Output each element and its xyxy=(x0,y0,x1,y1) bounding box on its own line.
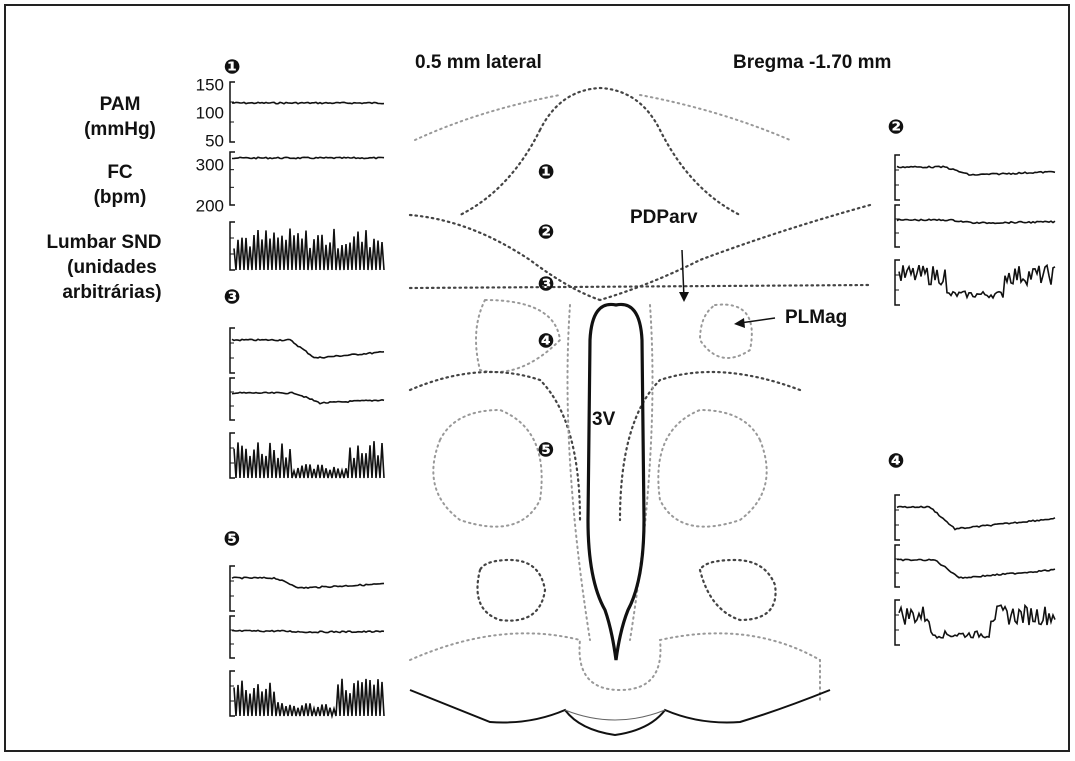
scale-bracket xyxy=(894,599,900,646)
tick-label: 150 xyxy=(196,75,224,94)
label: FC xyxy=(107,162,133,183)
panel-marker: ❺ xyxy=(224,527,241,551)
site-marker: ❷ xyxy=(538,220,555,244)
bregma-label: Bregma -1.70 mm xyxy=(733,52,891,73)
frame xyxy=(4,4,1070,752)
brain-section xyxy=(408,86,872,737)
trace xyxy=(896,558,1056,579)
site-marker: ❹ xyxy=(538,329,555,353)
scale-bracket xyxy=(229,432,235,479)
scale-bracket xyxy=(229,565,235,612)
trace xyxy=(231,629,385,634)
panel-marker: ❹ xyxy=(888,449,905,473)
scale-bracket xyxy=(229,615,235,659)
scale-bracket xyxy=(229,221,235,271)
scale-bracket xyxy=(894,494,900,541)
ventricle xyxy=(586,302,646,661)
trace xyxy=(231,576,385,589)
scale-bracket xyxy=(229,670,235,717)
label: (mmHg) xyxy=(84,119,156,140)
tick-label: 200 xyxy=(196,196,224,215)
label: PAM xyxy=(100,94,141,115)
panel-marker: ❷ xyxy=(888,115,905,139)
trace xyxy=(233,228,385,271)
tick-labels: 150 100 50 300 200 xyxy=(196,75,224,215)
scale-bracket xyxy=(229,151,235,206)
trace xyxy=(231,156,385,160)
scale-bracket xyxy=(894,544,900,588)
tick-label: 50 xyxy=(205,131,224,150)
left-labels: PAM (mmHg) FC (bpm) Lumbar SND (unidades… xyxy=(46,94,161,303)
label: (unidades xyxy=(67,257,157,278)
site-marker: ❶ xyxy=(538,160,555,184)
trace xyxy=(896,165,1056,176)
region-label: PDParv xyxy=(630,207,698,228)
panel-marker: ❸ xyxy=(224,285,241,309)
trace xyxy=(231,391,385,405)
region-label: 3V xyxy=(592,409,616,430)
region-label: PLMag xyxy=(785,307,847,328)
traces xyxy=(229,81,1056,720)
scale-bracket xyxy=(229,327,235,374)
panel-marker: ❶ xyxy=(224,55,241,79)
trace xyxy=(231,101,385,105)
tick-label: 300 xyxy=(196,155,224,174)
tick-label: 100 xyxy=(196,103,224,122)
trace xyxy=(898,263,1056,300)
trace xyxy=(233,678,385,720)
trace xyxy=(231,338,385,359)
scale-bracket xyxy=(229,81,235,143)
trace xyxy=(896,218,1056,225)
site-marker: ❸ xyxy=(538,272,555,296)
site-marker: ❺ xyxy=(538,438,555,462)
trace xyxy=(896,505,1056,531)
label: Lumbar SND xyxy=(46,232,161,253)
scale-bracket xyxy=(229,377,235,421)
scale-bracket xyxy=(894,204,900,248)
label: (bpm) xyxy=(94,187,147,208)
trace xyxy=(898,603,1056,639)
scale-bracket xyxy=(894,259,900,306)
scale-bracket xyxy=(894,154,900,201)
label: arbitrárias) xyxy=(62,282,161,303)
lateral-label: 0.5 mm lateral xyxy=(415,52,542,73)
trace xyxy=(233,441,385,479)
